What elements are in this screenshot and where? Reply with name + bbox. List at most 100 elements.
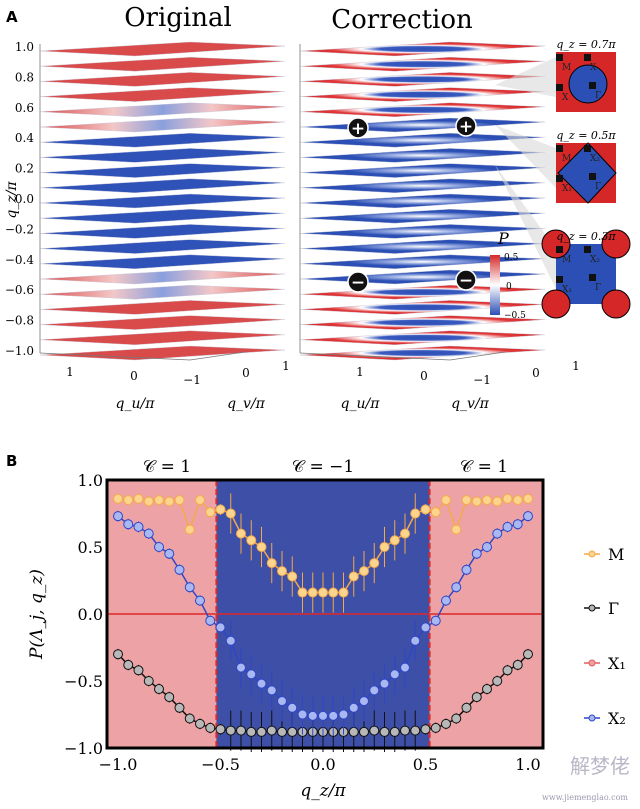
data-point [328, 710, 339, 721]
qu-label-right: q_u/π [341, 396, 381, 412]
data-point [420, 622, 431, 633]
data-point [338, 587, 349, 598]
k-point-label: Γ [595, 182, 601, 192]
data-point [359, 726, 369, 737]
colorbar-tick: 0.5 [504, 253, 519, 263]
data-point [225, 725, 236, 736]
data-point [492, 496, 503, 507]
data-point [379, 542, 390, 552]
watermark: 解梦佬 [570, 754, 630, 778]
ytick-label: −1.0 [64, 739, 103, 758]
k-point-label: X₁ [562, 285, 572, 295]
charge-symbol: − [351, 273, 365, 293]
slice-layer [39, 208, 286, 224]
data-point [154, 684, 164, 695]
ytick-label: 1.0 [15, 40, 34, 54]
data-point [307, 710, 318, 721]
data-point [348, 571, 359, 582]
legend-label: M [608, 545, 624, 564]
inset-title: q_z = 0.7π [556, 38, 616, 51]
ytick-label: −0.5 [64, 672, 103, 691]
data-point [430, 615, 441, 626]
data-point [512, 659, 523, 670]
k-point-marker [556, 84, 563, 91]
data-point [318, 710, 328, 721]
data-point [471, 548, 482, 559]
watermark-url: www.jiemenglao.com [542, 793, 628, 802]
data-point [225, 508, 236, 519]
k-point-marker [589, 173, 596, 180]
panel-a-axes: 1.0 0.8 0.6 0.4 0.2 0.0 −0.2 −0.4 −0.6 −0.8 −1.0 1 0… [5, 40, 580, 387]
axis-line [299, 351, 506, 361]
data-point [256, 678, 267, 689]
data-point [195, 718, 205, 729]
k-point-label: X₂ [590, 255, 600, 265]
legend-marker [588, 604, 596, 612]
data-point [502, 493, 513, 504]
data-point [184, 582, 195, 593]
k-point-label: M [562, 154, 571, 164]
data-point [369, 558, 380, 569]
colorbar-label: P [497, 229, 509, 248]
data-point [195, 495, 205, 506]
data-point [441, 595, 451, 606]
slice-layer [39, 102, 286, 118]
slice-layer [299, 345, 546, 361]
slice-layer [39, 269, 286, 285]
slice-layer [299, 87, 546, 102]
k-point-label: M [562, 255, 571, 265]
data-point [236, 725, 246, 736]
data-point [174, 564, 185, 575]
slice-layer [39, 345, 286, 361]
data-point [256, 542, 267, 552]
k-point-label: M [562, 63, 571, 73]
k-point-marker [589, 82, 596, 89]
slice-layer [39, 163, 286, 178]
slice-layer [39, 72, 286, 87]
qv-label-left: q_v/π [227, 396, 266, 412]
data-point [277, 696, 287, 707]
data-point [441, 718, 451, 729]
data-point [113, 649, 123, 660]
v-tick: 1 [282, 359, 290, 373]
colorbar-tick: −0.5 [504, 311, 526, 321]
charge-marker [455, 115, 477, 137]
k-point-label: X₁ [562, 184, 572, 194]
ytick-label: 0.5 [78, 538, 103, 557]
slice-layer [39, 330, 286, 346]
plot-frame [105, 478, 545, 750]
data-point [502, 521, 513, 532]
data-point [184, 524, 195, 535]
xtick-label: −0.5 [201, 755, 240, 774]
slice-layer [39, 148, 286, 163]
slice-layer [39, 178, 286, 194]
ytick-label: 0.8 [15, 70, 34, 84]
data-point [205, 722, 216, 733]
data-point [123, 519, 134, 530]
slice-stacks: + + − − [39, 41, 546, 361]
data-point [113, 511, 123, 522]
u-tick: 0 [130, 369, 138, 383]
data-point [430, 507, 441, 518]
k-point-marker [556, 175, 563, 182]
qu-label-left: q_u/π [116, 396, 156, 412]
colorbar [490, 255, 500, 315]
slice-layer [299, 208, 546, 224]
slice-layer [39, 87, 286, 102]
data-point [143, 528, 154, 539]
slice-layer [299, 163, 546, 178]
data-point [215, 622, 226, 633]
data-point [236, 528, 246, 539]
y-axis-label: P(Λ_j, q_z) [27, 569, 47, 660]
data-point [512, 495, 523, 506]
data-point [389, 669, 400, 680]
ytick-label: 0.0 [15, 192, 34, 206]
data-point [287, 726, 298, 737]
data-point [389, 726, 400, 737]
charge-marker [347, 117, 369, 139]
data-point [277, 726, 287, 737]
k-point-label: Γ [595, 91, 601, 101]
data-point [410, 725, 421, 736]
slice-layer [39, 315, 286, 330]
data-point [410, 508, 421, 519]
